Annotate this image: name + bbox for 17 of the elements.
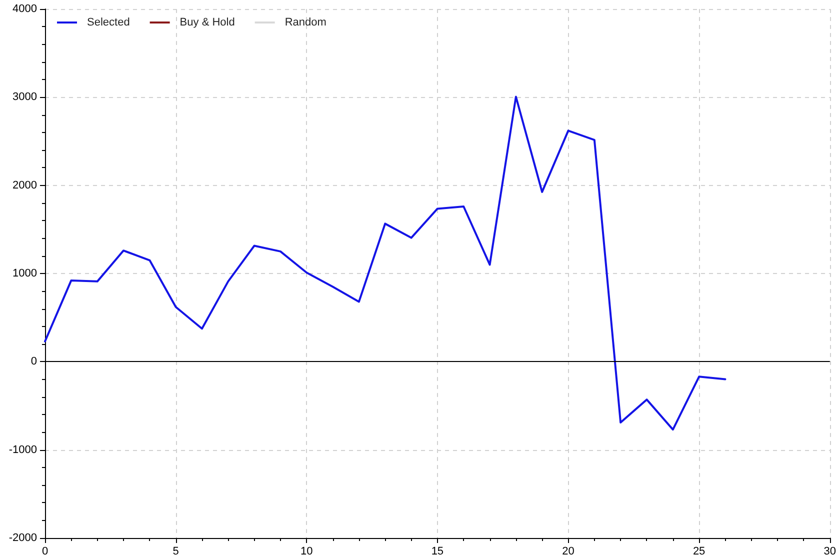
x-tick-label: 5 bbox=[172, 546, 179, 558]
y-tick-label: 3000 bbox=[12, 91, 37, 104]
x-tick-label: 0 bbox=[42, 546, 48, 558]
legend-label: Buy & Hold bbox=[180, 16, 235, 28]
x-tick-label: 10 bbox=[300, 546, 313, 558]
x-tick-label: 30 bbox=[824, 546, 836, 558]
y-tick-label: 2000 bbox=[12, 179, 37, 192]
y-tick-label: -2000 bbox=[8, 532, 37, 544]
legend-label: Random bbox=[284, 16, 326, 28]
x-tick-label: 15 bbox=[431, 546, 444, 558]
y-tick-label: -1000 bbox=[8, 444, 37, 456]
y-tick-label: 0 bbox=[30, 356, 37, 368]
x-tick-label: 25 bbox=[692, 546, 706, 558]
y-tick-label: 4000 bbox=[12, 3, 37, 15]
legend-label: Selected bbox=[87, 16, 130, 28]
y-tick-label: 1000 bbox=[12, 268, 37, 280]
x-tick-label: 20 bbox=[562, 546, 574, 558]
